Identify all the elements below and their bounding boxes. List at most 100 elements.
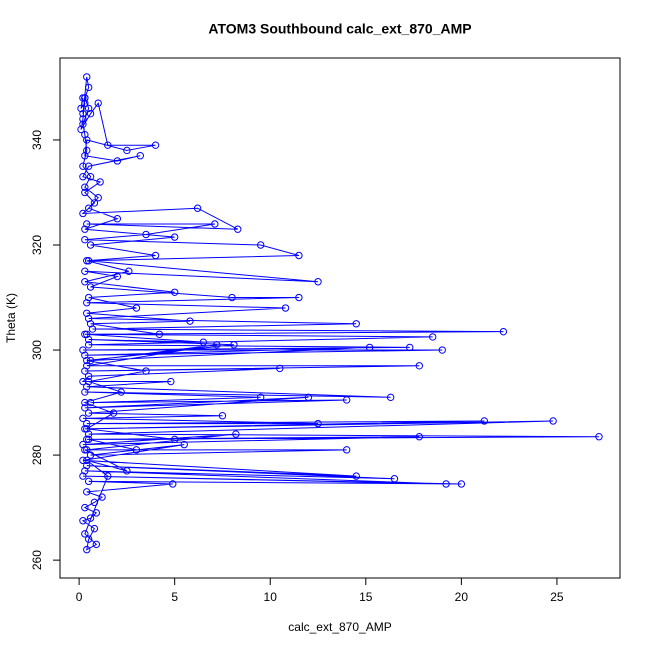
data-point xyxy=(86,451,95,459)
data-point xyxy=(79,115,87,123)
data-point xyxy=(83,419,91,428)
data-point xyxy=(81,446,89,454)
data-point xyxy=(81,367,89,375)
data-point xyxy=(83,257,91,265)
data-point xyxy=(256,241,265,249)
y-tick-label: 320 xyxy=(30,235,44,255)
data-point xyxy=(415,362,424,370)
data-point xyxy=(415,433,424,441)
data-point xyxy=(96,178,104,186)
data-point xyxy=(81,530,89,538)
data-point xyxy=(228,293,236,302)
data-line xyxy=(80,76,599,551)
data-point xyxy=(142,367,150,375)
data-point xyxy=(390,475,399,483)
data-point xyxy=(92,540,101,549)
data-point xyxy=(79,120,87,128)
data-point xyxy=(77,125,85,134)
data-point xyxy=(180,440,188,449)
data-point xyxy=(81,188,89,197)
data-point xyxy=(442,480,450,488)
x-tick-label: 15 xyxy=(359,590,373,604)
data-point xyxy=(342,396,351,404)
data-point xyxy=(549,417,557,425)
data-point xyxy=(83,309,91,317)
chart-title: ATOM3 Southbound calc_ext_870_AMP xyxy=(208,21,471,37)
data-point xyxy=(81,278,89,286)
y-tick-label: 300 xyxy=(30,340,44,360)
x-tick-label: 20 xyxy=(455,590,469,604)
data-point xyxy=(406,343,414,352)
data-point xyxy=(81,225,89,233)
data-point xyxy=(83,136,91,144)
data-point xyxy=(86,109,95,118)
data-point xyxy=(199,338,208,346)
data-point xyxy=(83,456,91,465)
data-point xyxy=(167,377,175,386)
x-axis-label: calc_ext_870_AMP xyxy=(288,620,391,634)
data-point xyxy=(79,517,87,525)
data-point xyxy=(104,472,112,480)
data-point xyxy=(314,278,322,286)
data-point xyxy=(342,446,351,454)
data-point xyxy=(81,330,89,338)
data-point xyxy=(77,104,85,113)
data-point xyxy=(84,372,93,381)
data-point xyxy=(295,251,303,260)
x-tick-label: 25 xyxy=(550,590,564,604)
data-point xyxy=(81,503,89,512)
data-point xyxy=(86,320,95,328)
data-point xyxy=(86,283,95,291)
data-point xyxy=(83,330,91,338)
data-point xyxy=(81,183,89,191)
data-point xyxy=(83,362,91,370)
x-tick-label: 10 xyxy=(264,590,278,604)
data-point xyxy=(352,472,360,480)
data-point xyxy=(81,351,89,359)
y-tick-label: 340 xyxy=(30,130,44,150)
data-point xyxy=(83,356,91,365)
x-tick-label: 5 xyxy=(171,590,178,604)
data-point xyxy=(90,498,99,507)
data-point xyxy=(98,493,106,501)
data-point xyxy=(81,151,89,160)
data-point xyxy=(83,220,91,228)
data-point xyxy=(83,461,91,470)
data-point xyxy=(83,73,91,81)
data-point xyxy=(169,480,177,488)
data-point xyxy=(83,488,91,496)
data-point xyxy=(79,162,87,170)
data-point xyxy=(81,99,89,107)
data-point xyxy=(94,194,102,202)
data-point xyxy=(170,288,179,296)
data-point xyxy=(83,446,91,454)
data-point xyxy=(81,94,89,102)
data-point xyxy=(86,241,95,249)
data-point xyxy=(132,446,141,454)
data-point xyxy=(90,199,99,207)
data-point xyxy=(81,404,89,412)
data-point xyxy=(109,409,118,417)
data-point xyxy=(84,83,93,92)
data-point xyxy=(113,157,122,165)
data-point xyxy=(151,141,160,149)
data-point xyxy=(213,341,221,349)
data-point xyxy=(79,173,87,181)
data-point xyxy=(125,267,133,275)
data-point xyxy=(595,433,603,441)
data-point xyxy=(79,109,87,118)
data-point xyxy=(84,162,93,170)
data-point xyxy=(84,314,93,323)
data-point xyxy=(151,251,160,260)
x-tick-label: 0 xyxy=(76,590,83,604)
data-point xyxy=(104,141,112,149)
y-tick-label: 260 xyxy=(30,550,44,570)
data-point xyxy=(276,364,284,373)
y-axis-label: Theta (K) xyxy=(4,293,18,343)
data-point xyxy=(281,304,290,312)
data-point xyxy=(232,430,240,438)
data-point xyxy=(84,430,93,438)
data-point xyxy=(84,377,93,386)
data-point xyxy=(84,204,93,212)
data-point xyxy=(84,477,93,486)
